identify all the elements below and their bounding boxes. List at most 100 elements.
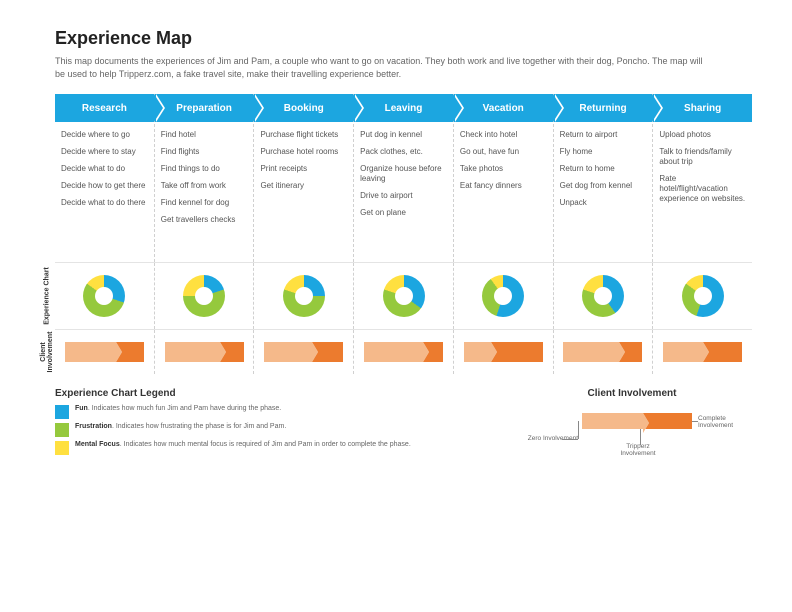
phases-row: ResearchDecide where to goDecide where t… [55,94,752,262]
donut-cell [554,263,654,329]
phase-item: Upload photos [659,130,746,140]
phase-items: Put dog in kennel Pack clothes, etc. Organ… [354,122,453,262]
phase-item: Get itinerary [260,181,347,191]
legend-row: Fun. Indicates how much fun Jim and Pam … [55,405,472,419]
phase-col-preparation: PreparationFind hotelFind flightsFind th… [155,94,255,262]
phase-header: Sharing [653,94,752,122]
phase-items: Check into hotel Go out, have fun Take pho… [454,122,553,262]
phase-item: Fly home [560,147,647,157]
phase-item: Purchase flight tickets [260,130,347,140]
experience-donut [383,275,425,317]
phase-item: Decide where to go [61,130,148,140]
phase-col-booking: Booking Purchase flight tickets Purchase h… [254,94,354,262]
involvement-cell [354,330,454,374]
phase-item: Rate hotel/flight/vacation experience on… [659,174,746,204]
phase-item: Decide what to do [61,164,148,174]
client-involvement-row: Client Involvement [55,329,752,374]
involvement-bar [165,342,244,362]
legend-swatch [55,441,69,455]
donut-cell [454,263,554,329]
phase-col-vacation: Vacation Check into hotel Go out, have fun… [454,94,554,262]
phase-header: Vacation [454,94,553,122]
phase-items: Upload photosTalk to friends/family abou… [653,122,752,262]
phase-item: Get dog from kennel [560,181,647,191]
phase-items: Decide where to go Decide where to stay De… [55,122,154,262]
legend-title: Experience Chart Legend [55,388,472,399]
phase-item: Decide what to do there [61,198,148,208]
phase-header: Leaving [354,94,453,122]
phase-col-sharing: SharingUpload photosTalk to friends/fami… [653,94,752,262]
involvement-cell [55,330,155,374]
phase-item: Unpack [560,198,647,208]
phase-item: Drive to airport [360,191,447,201]
phase-item: Return to home [560,164,647,174]
phase-col-leaving: Leaving Put dog in kennel Pack clothes, et… [354,94,454,262]
phase-item: Return to airport [560,130,647,140]
page-title: Experience Map [55,28,752,49]
phase-item: Put dog in kennel [360,130,447,140]
involvement-legend: Client Involvement Zero Involvement Trip… [512,388,752,461]
donut-cell [55,263,155,329]
involvement-bar [264,342,343,362]
legend-text: Fun. Indicates how much fun Jim and Pam … [75,405,281,412]
phase-header: Returning [554,94,653,122]
phase-item: Find things to do [161,164,248,174]
legend-row: Mental Focus. Indicates how much mental … [55,441,472,455]
experience-donut [183,275,225,317]
phase-header: Preparation [155,94,254,122]
phase-items: Purchase flight tickets Purchase hotel ro… [254,122,353,262]
phase-item: Print receipts [260,164,347,174]
phase-col-returning: ReturningReturn to airportFly homeReturn… [554,94,654,262]
involvement-cell [155,330,255,374]
experience-donut [283,275,325,317]
phase-header: Booking [254,94,353,122]
phase-items: Return to airport Fly home Return to home G… [554,122,653,262]
involvement-cell [254,330,354,374]
legend-text: Mental Focus. Indicates how much mental … [75,441,411,448]
experience-donut [682,275,724,317]
phase-items: Find hotelFind flightsFind things to doT… [155,122,254,262]
donut-cell [155,263,255,329]
experience-donut [83,275,125,317]
intro-text: This map documents the experiences of Ji… [55,55,715,80]
involvement-cell [554,330,654,374]
phase-item: Get on plane [360,208,447,218]
experience-donut [582,275,624,317]
legend-section: Experience Chart Legend Fun. Indicates h… [55,388,752,461]
experience-donut [482,275,524,317]
involvement-bar [364,342,443,362]
inv-label-complete: Complete Involvement [698,415,750,429]
legend-text: Frustration. Indicates how frustrating t… [75,423,286,430]
phase-item: Take photos [460,164,547,174]
phase-item: Go out, have fun [460,147,547,157]
involvement-cell [653,330,752,374]
phase-item: Find hotel [161,130,248,140]
phase-item: Take off from work [161,181,248,191]
phase-item: Pack clothes, etc. [360,147,447,157]
involvement-cell [454,330,554,374]
phase-item: Eat fancy dinners [460,181,547,191]
experience-legend: Experience Chart Legend Fun. Indicates h… [55,388,472,461]
involvement-legend-title: Client Involvement [512,388,752,399]
donut-cell [254,263,354,329]
phase-item: Check into hotel [460,130,547,140]
involvement-bar [464,342,543,362]
phase-col-research: ResearchDecide where to goDecide where t… [55,94,155,262]
client-involvement-label: Client Involvement [40,322,54,382]
experience-chart-label: Experience Chart [44,266,51,326]
phase-header: Research [55,94,154,122]
involvement-bar [65,342,144,362]
involvement-bar [563,342,642,362]
experience-chart-row: Experience Chart [55,262,752,329]
involvement-bar [663,342,742,362]
phase-item: Purchase hotel rooms [260,147,347,157]
phase-item: Organize house before leaving [360,164,447,184]
phase-item: Get travellers checks [161,215,248,225]
phase-item: Find kennel for dog [161,198,248,208]
donut-cell [653,263,752,329]
legend-swatch [55,405,69,419]
phase-item: Decide where to stay [61,147,148,157]
legend-row: Frustration. Indicates how frustrating t… [55,423,472,437]
phase-item: Decide how to get there [61,181,148,191]
donut-cell [354,263,454,329]
